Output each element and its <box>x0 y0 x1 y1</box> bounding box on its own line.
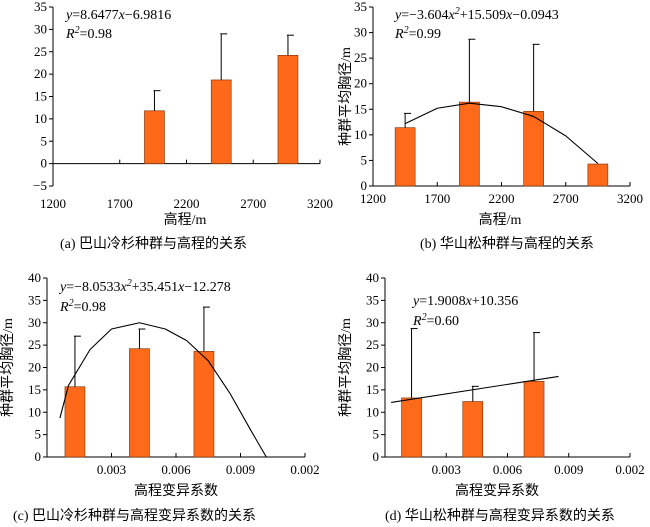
y-tick-label: 35 <box>366 292 379 307</box>
y-tick-label: 10 <box>366 404 379 419</box>
fit-curve <box>59 322 267 458</box>
chart-panel-d: 0 5 10 15 20 25 30 35 40 0.003 0.006 0.009 0.002 y=1.… <box>338 270 645 524</box>
x-axis-label: 高程/m <box>164 211 207 228</box>
y-tick-label: 15 <box>28 382 41 397</box>
x-tick-label: 0.006 <box>161 462 191 477</box>
y-tick-label: 5 <box>373 427 380 442</box>
regression-equation: y=8.6477x−6.9816 <box>64 8 171 23</box>
y-tick-label: 30 <box>354 25 367 40</box>
r-squared: R2=0.98 <box>59 298 106 316</box>
x-axis-label: 高程/m <box>479 211 522 228</box>
y-tick-label: 0 <box>361 178 368 193</box>
bar <box>587 163 609 187</box>
x-tick-label: 2200 <box>489 191 515 206</box>
x-tick-label: 1200 <box>40 196 66 211</box>
y-tick-label: 30 <box>28 315 41 330</box>
y-tick-label: 15 <box>34 89 47 104</box>
y-tick-label: 35 <box>354 0 367 14</box>
y-tick-label: 20 <box>34 66 47 81</box>
bar <box>277 55 299 164</box>
chart-panel-a: −5 0 5 10 15 20 25 30 35 1200 1700 2200 2700 3200 y=8.… <box>33 0 333 252</box>
chart-panel-c: 0 5 10 15 20 25 30 35 40 0.003 0.006 0.009 0.002 y=−8… <box>0 270 320 524</box>
fit-curve <box>404 102 599 164</box>
y-tick-label: 20 <box>354 76 367 91</box>
figure-caption: (c) 巴山冷杉种群与高程变异系数的关系 <box>13 507 256 524</box>
bar <box>64 386 86 458</box>
y-tick-label: 0 <box>35 449 42 464</box>
y-tick-label: 0 <box>41 156 48 171</box>
bar <box>129 348 150 458</box>
x-tick-label: 1700 <box>424 191 450 206</box>
y-tick-label: 5 <box>35 427 42 442</box>
x-tick-label: 2700 <box>240 196 266 211</box>
x-tick-label: 0.006 <box>493 462 523 477</box>
y-tick-label: 10 <box>354 127 367 142</box>
y-tick-label: 40 <box>28 270 41 285</box>
bar <box>210 79 232 164</box>
x-tick-label: 3200 <box>617 191 643 206</box>
x-tick-label: 0.009 <box>226 462 255 477</box>
figure-caption: (b) 华山松种群与高程的关系 <box>420 235 594 252</box>
y-tick-label: 20 <box>28 360 41 375</box>
regression-equation: y=1.9008x+10.356 <box>411 294 518 309</box>
figure-caption: (a) 巴山冷杉种群与高程的关系 <box>60 235 247 252</box>
y-tick-label: 40 <box>366 270 379 285</box>
y-tick-label: 30 <box>34 21 47 36</box>
y-tick-label: 10 <box>28 404 41 419</box>
regression-equation: y=−3.604x2+15.509x−0.0943 <box>393 6 559 24</box>
bar <box>523 381 545 458</box>
bar <box>144 110 165 164</box>
x-tick-label: 1700 <box>107 196 133 211</box>
r-squared: R2=0.99 <box>394 25 441 43</box>
bar <box>193 351 215 458</box>
bar <box>401 397 422 458</box>
y-tick-label: 25 <box>366 337 379 352</box>
y-tick-label: 30 <box>366 315 379 330</box>
y-axis-label: 种群平均胸径/m <box>338 318 354 417</box>
y-tick-label: 25 <box>354 50 367 65</box>
bar <box>394 127 416 187</box>
r-squared: R2=0.60 <box>412 312 459 330</box>
x-tick-label: 0.009 <box>554 462 583 477</box>
y-tick-label: 20 <box>366 360 379 375</box>
y-axis-label: 种群平均胸径/m <box>0 318 16 417</box>
y-tick-label: −5 <box>33 178 47 193</box>
x-axis-label: 高程变异系数 <box>134 482 218 499</box>
x-tick-label: 1200 <box>360 191 386 206</box>
chart-panel-b: 0 5 10 15 20 25 30 35 1200 1700 2200 2700 3200 y=−3.6… <box>338 0 643 252</box>
y-tick-label: 10 <box>34 111 47 126</box>
x-tick-label: 3200 <box>307 196 333 211</box>
y-tick-label: 35 <box>28 292 41 307</box>
fit-curve <box>391 375 559 403</box>
regression-equation: y=−8.0533x2+35.451x−12.278 <box>58 278 231 296</box>
x-tick-label: 0.002 <box>290 462 319 477</box>
x-axis-label: 高程变异系数 <box>455 482 539 499</box>
bar <box>459 101 480 187</box>
r-squared: R2=0.98 <box>65 25 112 43</box>
x-tick-label: 2200 <box>174 196 200 211</box>
x-tick-label: 2700 <box>553 191 579 206</box>
x-tick-label: 0.002 <box>615 462 644 477</box>
y-tick-label: 15 <box>354 101 367 116</box>
figure-caption: (d) 华山松种群与高程变异系数的关系 <box>385 507 615 524</box>
y-tick-label: 0 <box>373 449 380 464</box>
y-tick-label: 15 <box>366 382 379 397</box>
bar <box>462 401 484 458</box>
y-tick-label: 5 <box>361 152 368 167</box>
y-tick-label: 25 <box>28 337 41 352</box>
y-axis-label: 种群平均胸径/m <box>338 47 354 146</box>
y-tick-label: 5 <box>41 133 48 148</box>
bar <box>523 111 544 187</box>
x-tick-label: 0.003 <box>97 462 126 477</box>
y-tick-label: 35 <box>34 0 47 14</box>
x-tick-label: 0.003 <box>432 462 461 477</box>
y-tick-label: 25 <box>34 44 47 59</box>
